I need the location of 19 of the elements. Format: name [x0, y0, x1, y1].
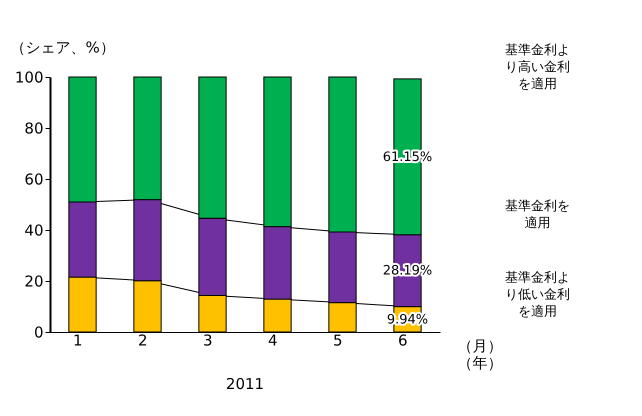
y-axis-title: （シェア、%） — [10, 38, 115, 56]
y-tick-label: 20 — [24, 272, 44, 290]
text: 2011 — [226, 375, 264, 393]
y-tick-label: 0 — [34, 324, 44, 342]
text: 基準金利を適用 — [505, 198, 570, 231]
x-tick-label: 5 — [332, 332, 342, 350]
y-tick-label: 60 — [24, 170, 44, 188]
text: 基準金利より高い金利を適用 — [505, 42, 570, 92]
y-tick-label: 100 — [14, 68, 44, 86]
x-tick-label: 3 — [202, 332, 212, 350]
x-tick-label: 4 — [268, 332, 278, 350]
x-axis-title: （月） — [458, 337, 502, 355]
y-tick-label: 40 — [24, 222, 44, 240]
text: 基準金利より低い金利を適用 — [505, 270, 570, 320]
y-tick-label: 80 — [24, 120, 44, 138]
text: （年） — [458, 354, 502, 372]
x-tick-label: 1 — [72, 332, 82, 350]
x-tick-label: 2 — [138, 332, 148, 350]
x-tick-label: 6 — [398, 332, 408, 350]
